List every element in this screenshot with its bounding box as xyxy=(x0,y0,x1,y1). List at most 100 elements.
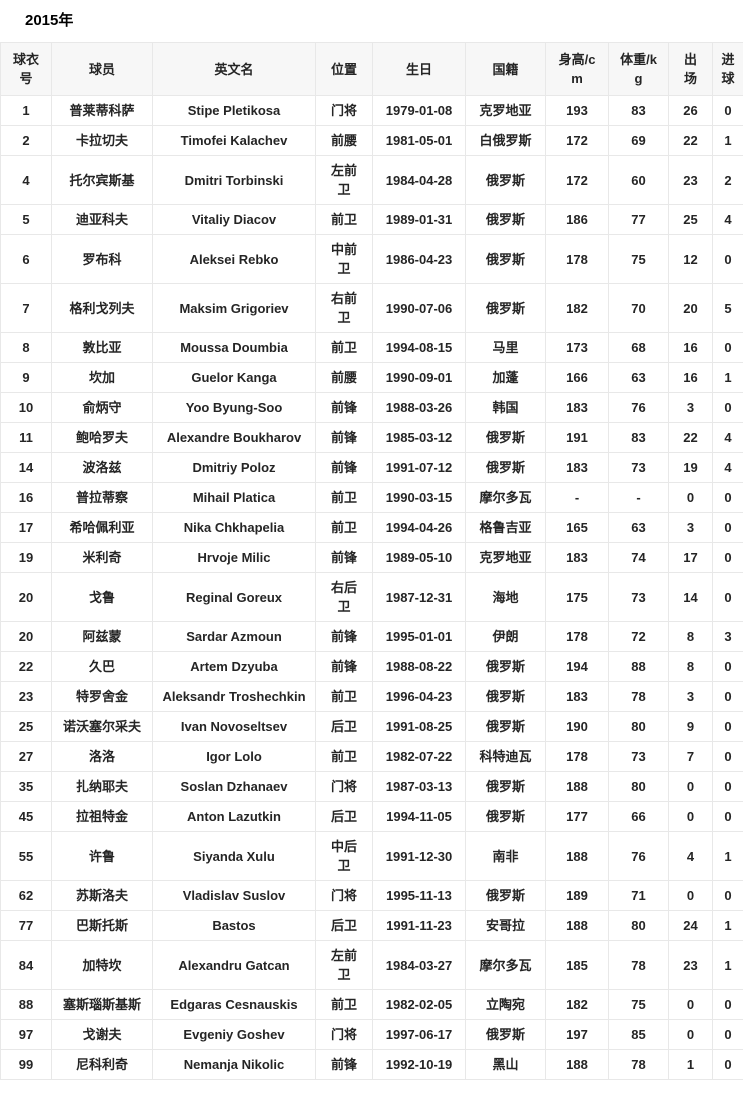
cell-birthday: 1994-04-26 xyxy=(372,512,466,543)
table-row: 22 久巴 Artem Dzyuba 前锋 1988-08-22 俄罗斯 194 88 8 0 xyxy=(0,651,743,682)
cell-number: 4 xyxy=(0,155,52,205)
cell-nationality: 俄罗斯 xyxy=(465,880,546,911)
cell-height: 188 xyxy=(545,1049,609,1080)
cell-en_name: Igor Lolo xyxy=(152,741,316,772)
cell-en_name: Hrvoje Milic xyxy=(152,542,316,573)
cell-birthday: 1979-01-08 xyxy=(372,95,466,126)
cell-weight: 68 xyxy=(608,332,669,363)
column-header-height: 身高/c m xyxy=(545,42,609,96)
cell-appearances: 9 xyxy=(668,711,713,742)
cell-nationality: 俄罗斯 xyxy=(465,1019,546,1050)
cell-goals: 1 xyxy=(712,831,743,881)
cell-appearances: 0 xyxy=(668,801,713,832)
cell-nationality: 俄罗斯 xyxy=(465,155,546,205)
cell-appearances: 1 xyxy=(668,1049,713,1080)
cell-number: 25 xyxy=(0,711,52,742)
cell-appearances: 23 xyxy=(668,940,713,990)
cell-weight: 76 xyxy=(608,831,669,881)
cell-weight: 80 xyxy=(608,910,669,941)
cell-position: 前卫 xyxy=(315,989,373,1020)
cell-en_name: Vitaliy Diacov xyxy=(152,204,316,235)
cell-en_name: Anton Lazutkin xyxy=(152,801,316,832)
cell-appearances: 14 xyxy=(668,572,713,622)
cell-player: 希哈佩利亚 xyxy=(51,512,153,543)
cell-position: 门将 xyxy=(315,771,373,802)
cell-birthday: 1984-04-28 xyxy=(372,155,466,205)
cell-number: 35 xyxy=(0,771,52,802)
cell-weight: 80 xyxy=(608,771,669,802)
cell-weight: 60 xyxy=(608,155,669,205)
table-row: 14 波洛兹 Dmitriy Poloz 前锋 1991-07-12 俄罗斯 183 73 19… xyxy=(0,452,743,483)
cell-appearances: 12 xyxy=(668,234,713,284)
column-header-nationality: 国籍 xyxy=(465,42,546,96)
cell-nationality: 韩国 xyxy=(465,392,546,423)
cell-position: 前腰 xyxy=(315,125,373,156)
table-row: 55 许鲁 Siyanda Xulu 中后 卫 1991-12-30 南非 188 76 4 1 xyxy=(0,831,743,881)
cell-number: 20 xyxy=(0,621,52,652)
cell-appearances: 8 xyxy=(668,621,713,652)
cell-birthday: 1989-05-10 xyxy=(372,542,466,573)
cell-goals: 4 xyxy=(712,204,743,235)
table-row: 4 托尔宾斯基 Dmitri Torbinski 左前 卫 1984-04-28 俄罗斯 1… xyxy=(0,155,743,205)
cell-goals: 0 xyxy=(712,651,743,682)
cell-player: 格利戈列夫 xyxy=(51,283,153,333)
cell-en_name: Timofei Kalachev xyxy=(152,125,316,156)
cell-player: 米利奇 xyxy=(51,542,153,573)
cell-height: 191 xyxy=(545,422,609,453)
table-row: 16 普拉蒂察 Mihail Platica 前卫 1990-03-15 摩尔多瓦 - -0 0 xyxy=(0,482,743,513)
cell-en_name: Reginal Goreux xyxy=(152,572,316,622)
cell-goals: 0 xyxy=(712,880,743,911)
cell-nationality: 摩尔多瓦 xyxy=(465,482,546,513)
cell-appearances: 25 xyxy=(668,204,713,235)
cell-nationality: 黑山 xyxy=(465,1049,546,1080)
cell-weight: 73 xyxy=(608,452,669,483)
cell-goals: 1 xyxy=(712,362,743,393)
cell-en_name: Vladislav Suslov xyxy=(152,880,316,911)
cell-number: 77 xyxy=(0,910,52,941)
column-header-player: 球员 xyxy=(51,42,153,96)
cell-nationality: 安哥拉 xyxy=(465,910,546,941)
cell-nationality: 俄罗斯 xyxy=(465,204,546,235)
cell-player: 苏斯洛夫 xyxy=(51,880,153,911)
cell-weight: 74 xyxy=(608,542,669,573)
cell-nationality: 海地 xyxy=(465,572,546,622)
cell-height: - xyxy=(545,482,609,513)
cell-weight: - xyxy=(608,482,669,513)
cell-nationality: 俄罗斯 xyxy=(465,422,546,453)
cell-en_name: Moussa Doumbia xyxy=(152,332,316,363)
table-row: 2 卡拉切夫 Timofei Kalachev 前腰 1981-05-01 白俄罗斯 172… xyxy=(0,125,743,156)
cell-nationality: 俄罗斯 xyxy=(465,801,546,832)
cell-number: 19 xyxy=(0,542,52,573)
cell-position: 前锋 xyxy=(315,542,373,573)
cell-goals: 0 xyxy=(712,512,743,543)
cell-nationality: 俄罗斯 xyxy=(465,651,546,682)
cell-birthday: 1995-01-01 xyxy=(372,621,466,652)
table-row: 35 扎纳耶夫 Soslan Dzhanaev 门将 1987-03-13 俄罗斯 188 8… xyxy=(0,771,743,802)
cell-position: 后卫 xyxy=(315,801,373,832)
cell-height: 175 xyxy=(545,572,609,622)
cell-appearances: 7 xyxy=(668,741,713,772)
cell-birthday: 1991-07-12 xyxy=(372,452,466,483)
table-row: 11 鲍哈罗夫 Alexandre Boukharov 前锋 1985-03-12 俄罗斯… xyxy=(0,422,743,453)
cell-goals: 2 xyxy=(712,155,743,205)
cell-height: 178 xyxy=(545,621,609,652)
cell-nationality: 克罗地亚 xyxy=(465,542,546,573)
cell-position: 前锋 xyxy=(315,392,373,423)
cell-birthday: 1991-08-25 xyxy=(372,711,466,742)
cell-en_name: Alexandre Boukharov xyxy=(152,422,316,453)
cell-birthday: 1996-04-23 xyxy=(372,681,466,712)
cell-position: 前卫 xyxy=(315,681,373,712)
cell-weight: 83 xyxy=(608,95,669,126)
cell-goals: 0 xyxy=(712,741,743,772)
table-row: 88 塞斯瑙斯基斯 Edgaras Cesnauskis 前卫 1982-02-05 立陶… xyxy=(0,989,743,1020)
table-row: 62 苏斯洛夫 Vladislav Suslov 门将 1995-11-13 俄罗斯 189… xyxy=(0,880,743,911)
cell-en_name: Siyanda Xulu xyxy=(152,831,316,881)
cell-appearances: 0 xyxy=(668,989,713,1020)
cell-birthday: 1997-06-17 xyxy=(372,1019,466,1050)
cell-weight: 78 xyxy=(608,681,669,712)
cell-weight: 85 xyxy=(608,1019,669,1050)
cell-weight: 63 xyxy=(608,512,669,543)
cell-goals: 1 xyxy=(712,125,743,156)
